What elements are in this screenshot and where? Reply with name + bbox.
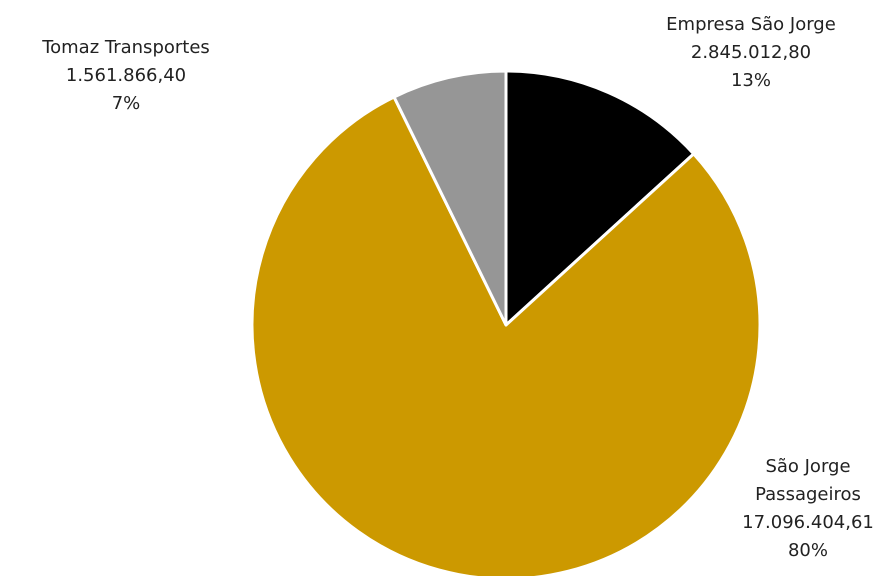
label-name-line: Tomaz Transportes xyxy=(41,37,210,58)
pie-slice-sao-jorge-passageiros xyxy=(250,95,762,576)
label-sao-jorge-passageiros: São Jorge Passageiros 17.096.404,61 80% xyxy=(742,456,874,561)
label-percent: 80% xyxy=(788,540,828,561)
label-value: 2.845.012,80 xyxy=(691,42,811,63)
label-percent: 7% xyxy=(112,93,141,114)
label-tomaz-transportes: Tomaz Transportes 1.561.866,40 7% xyxy=(41,37,210,114)
label-name-line: Empresa São Jorge xyxy=(666,14,836,35)
pie-slices xyxy=(250,69,762,576)
label-name-line: São Jorge xyxy=(765,456,850,477)
label-value: 17.096.404,61 xyxy=(742,512,874,533)
label-name-line: Passageiros xyxy=(755,484,861,505)
label-empresa-sao-jorge: Empresa São Jorge 2.845.012,80 13% xyxy=(666,14,836,91)
label-value: 1.561.866,40 xyxy=(66,65,186,86)
label-percent: 13% xyxy=(731,70,771,91)
pie-slice-empresa-sao-jorge xyxy=(504,69,696,327)
pie-slice-tomaz-transportes xyxy=(392,69,508,327)
